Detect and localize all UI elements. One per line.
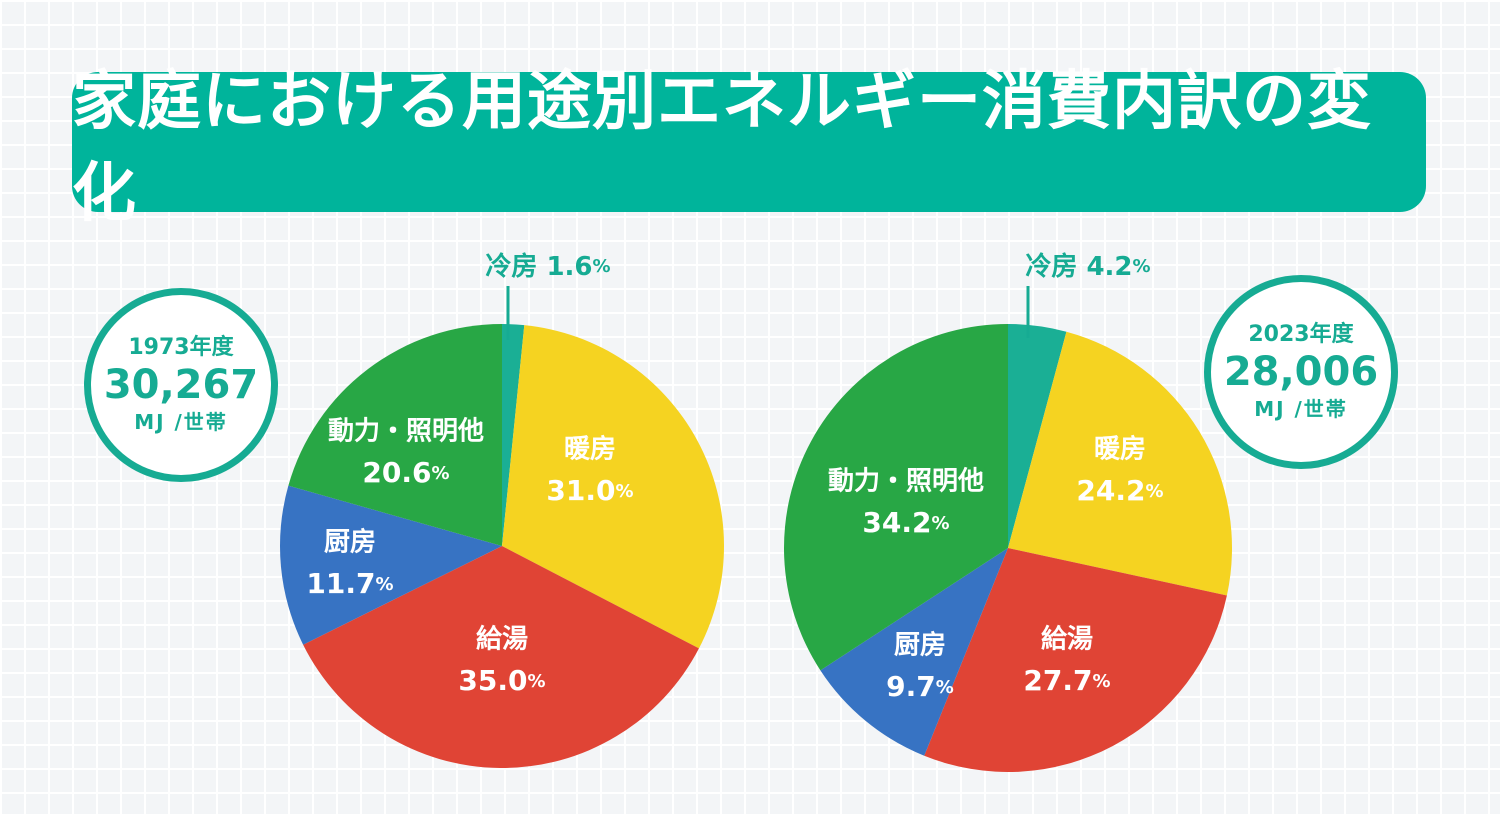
pie-slice	[1008, 324, 1067, 548]
slice-label: 冷房 1.6%	[485, 251, 610, 282]
pie-slice	[783, 324, 1008, 671]
slice-label: 動力・照明他	[828, 467, 984, 497]
slice-label: 厨房	[894, 631, 946, 661]
badge-total: 30,267	[103, 362, 259, 408]
year-badge-2023: 2023年度 28,006 MJ /世帯	[1204, 275, 1398, 469]
chart-title: 家庭における用途別エネルギー消費内訳の変化	[72, 65, 1372, 231]
pie-slice	[1008, 331, 1233, 596]
badge-total: 28,006	[1223, 349, 1379, 395]
pie-slice	[303, 546, 699, 769]
year-badge-1973: 1973年度 30,267 MJ /世帯	[84, 288, 278, 482]
slice-value: 31.0%	[546, 474, 633, 507]
badge-year: 2023年度	[1248, 322, 1354, 347]
slice-label: 厨房	[324, 528, 376, 558]
slice-label: 暖房	[564, 435, 616, 465]
slice-label: 給湯	[476, 624, 528, 655]
slice-label: 動力・照明他	[328, 417, 484, 447]
slice-label: 暖房	[1094, 435, 1146, 465]
slice-value: 34.2%	[862, 506, 949, 539]
slice-value: 20.6%	[362, 456, 449, 489]
pie-slice	[924, 548, 1227, 773]
pie-slice	[288, 324, 502, 546]
slice-value: 27.7%	[1023, 664, 1110, 697]
title-banner: 家庭における用途別エネルギー消費内訳の変化	[72, 65, 1426, 231]
pie-slice	[820, 548, 1008, 756]
badge-unit: MJ /世帯	[134, 410, 228, 434]
badge-unit: MJ /世帯	[1254, 397, 1348, 421]
pie-slice	[279, 485, 502, 645]
slice-label: 給湯	[1041, 624, 1093, 655]
slice-label: 冷房 4.2%	[1025, 251, 1150, 282]
slice-value: 11.7%	[306, 567, 393, 600]
slice-value: 35.0%	[458, 664, 545, 697]
slice-value: 9.7%	[886, 670, 954, 703]
badge-year: 1973年度	[128, 335, 234, 360]
pie-slice	[502, 325, 725, 649]
slice-value: 24.2%	[1076, 474, 1163, 507]
pie-slice	[502, 324, 525, 546]
